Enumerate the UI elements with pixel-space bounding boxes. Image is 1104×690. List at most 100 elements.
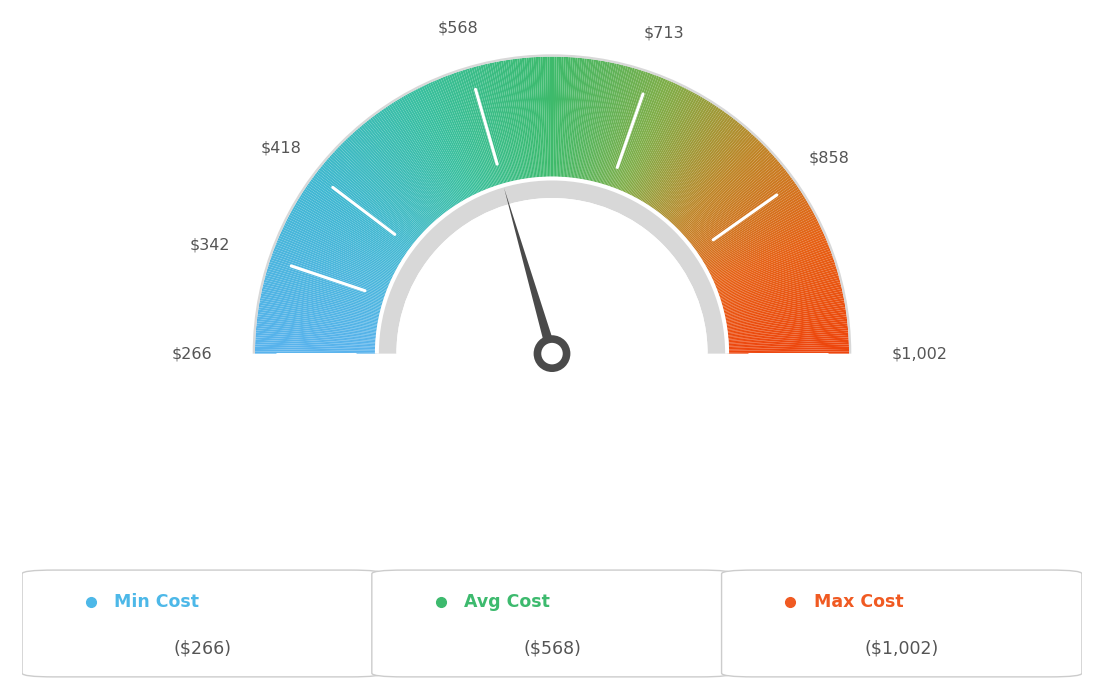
Wedge shape: [259, 300, 380, 324]
Wedge shape: [676, 144, 764, 230]
Wedge shape: [649, 107, 719, 208]
Wedge shape: [641, 98, 705, 204]
Wedge shape: [531, 57, 541, 179]
Wedge shape: [422, 86, 476, 196]
Wedge shape: [603, 69, 639, 186]
Wedge shape: [294, 204, 401, 267]
Wedge shape: [672, 137, 757, 227]
Wedge shape: [701, 197, 805, 262]
Wedge shape: [510, 59, 529, 180]
Wedge shape: [643, 99, 708, 204]
Wedge shape: [372, 116, 447, 214]
Wedge shape: [503, 60, 524, 181]
Wedge shape: [310, 179, 410, 252]
Wedge shape: [711, 229, 822, 282]
Wedge shape: [456, 72, 497, 188]
Wedge shape: [332, 152, 423, 235]
Wedge shape: [401, 97, 464, 203]
Wedge shape: [728, 344, 849, 350]
Wedge shape: [726, 319, 847, 335]
Wedge shape: [263, 284, 382, 314]
Text: $342: $342: [190, 238, 231, 253]
Wedge shape: [700, 195, 804, 261]
Wedge shape: [654, 112, 726, 212]
Wedge shape: [316, 172, 413, 247]
Wedge shape: [664, 125, 743, 219]
Wedge shape: [652, 110, 724, 211]
Wedge shape: [562, 57, 571, 179]
Wedge shape: [658, 117, 734, 215]
Wedge shape: [417, 88, 474, 197]
Wedge shape: [691, 172, 788, 247]
Wedge shape: [358, 128, 438, 221]
Wedge shape: [575, 59, 594, 180]
Wedge shape: [352, 132, 435, 224]
Text: ($568): ($568): [523, 640, 581, 658]
Wedge shape: [405, 95, 466, 201]
Wedge shape: [605, 70, 644, 187]
Wedge shape: [576, 59, 596, 180]
Wedge shape: [533, 57, 542, 179]
Wedge shape: [623, 82, 675, 194]
Wedge shape: [474, 66, 507, 184]
Wedge shape: [648, 106, 716, 208]
Wedge shape: [591, 63, 619, 183]
Wedge shape: [690, 170, 787, 246]
Wedge shape: [350, 134, 434, 225]
Wedge shape: [606, 71, 646, 187]
Wedge shape: [721, 273, 839, 307]
Wedge shape: [646, 103, 713, 206]
Wedge shape: [257, 314, 379, 332]
Wedge shape: [559, 57, 566, 179]
Wedge shape: [471, 67, 506, 185]
Wedge shape: [689, 168, 785, 245]
Wedge shape: [258, 305, 379, 326]
Wedge shape: [349, 135, 433, 226]
Wedge shape: [375, 113, 449, 213]
Wedge shape: [722, 277, 840, 310]
Wedge shape: [289, 213, 397, 272]
Wedge shape: [256, 324, 378, 337]
Wedge shape: [286, 219, 395, 275]
Wedge shape: [336, 148, 425, 233]
Wedge shape: [256, 328, 378, 340]
Wedge shape: [268, 264, 385, 302]
Wedge shape: [726, 328, 848, 340]
Wedge shape: [522, 58, 535, 179]
Wedge shape: [682, 154, 773, 237]
Wedge shape: [476, 66, 508, 184]
Wedge shape: [581, 61, 603, 181]
Wedge shape: [337, 147, 426, 233]
Text: $266: $266: [172, 346, 213, 361]
Wedge shape: [692, 175, 790, 249]
Wedge shape: [596, 66, 628, 184]
Wedge shape: [594, 66, 626, 184]
Text: $568: $568: [437, 20, 478, 35]
Wedge shape: [707, 213, 815, 272]
Wedge shape: [489, 63, 517, 182]
Wedge shape: [315, 173, 413, 248]
Wedge shape: [517, 59, 533, 179]
Wedge shape: [723, 291, 842, 318]
Wedge shape: [355, 129, 437, 222]
Wedge shape: [284, 223, 394, 277]
Text: $1,002: $1,002: [892, 346, 947, 361]
Wedge shape: [465, 69, 501, 186]
Wedge shape: [283, 227, 393, 280]
Wedge shape: [722, 284, 841, 314]
Wedge shape: [726, 333, 849, 343]
Wedge shape: [714, 242, 828, 289]
Wedge shape: [719, 264, 836, 302]
Wedge shape: [305, 187, 407, 256]
Wedge shape: [396, 198, 708, 353]
Wedge shape: [724, 300, 845, 324]
Wedge shape: [651, 109, 723, 210]
Wedge shape: [282, 229, 393, 282]
Wedge shape: [720, 268, 837, 305]
Wedge shape: [613, 75, 657, 190]
Wedge shape: [255, 337, 376, 346]
Wedge shape: [633, 90, 691, 199]
Wedge shape: [270, 255, 386, 297]
Wedge shape: [300, 195, 404, 261]
Wedge shape: [677, 145, 765, 232]
